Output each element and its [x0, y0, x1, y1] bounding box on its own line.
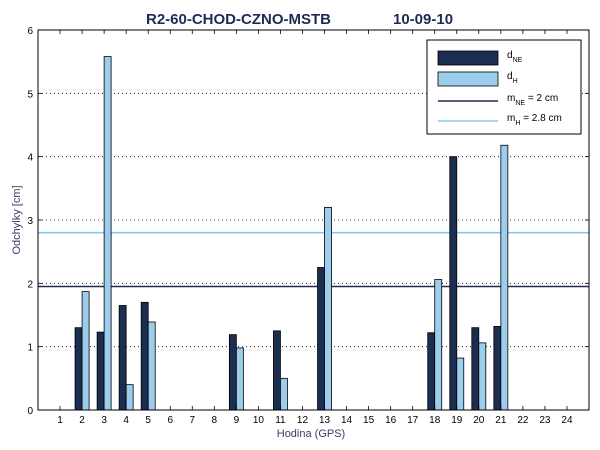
x-tick-label-22: 22: [517, 415, 529, 426]
bar-h-3: [103, 56, 112, 411]
x-tick-label-21: 21: [495, 415, 507, 426]
bar-h-20: [478, 342, 487, 411]
legend-label-mh: mH = 2.8 cm: [507, 113, 562, 127]
x-tick-label-9: 9: [234, 415, 240, 426]
bar-h-19: [456, 357, 465, 411]
y-axis-label: Odchylky [cm]: [11, 185, 23, 254]
y-tick-label-3: 3: [27, 216, 33, 227]
chart-title-date: 10-09-10: [393, 11, 453, 28]
x-tick-label-3: 3: [101, 415, 107, 426]
bars: [74, 56, 509, 411]
y-tick-label-5: 5: [27, 89, 33, 100]
legend-swatch-h: [437, 71, 499, 87]
bar-ne-5: [140, 301, 149, 411]
x-tick-label-15: 15: [363, 415, 375, 426]
bar-h-21: [500, 144, 509, 411]
legend-label-mne: mNE = 2 cm: [507, 93, 558, 107]
x-tick-label-8: 8: [212, 415, 218, 426]
y-tick-label-4: 4: [27, 153, 33, 164]
x-tick-label-11: 11: [275, 415, 286, 426]
legend-swatch-ne: [437, 50, 499, 66]
bar-h-2: [81, 291, 90, 411]
legend: dNE dH mNE = 2 cm mH = 2.8 cm: [426, 39, 582, 135]
x-tick-label-20: 20: [473, 415, 485, 426]
bar-h-11: [280, 377, 288, 411]
bar-ne-21: [493, 325, 502, 411]
y-tick-label-1: 1: [27, 343, 33, 354]
x-tick-label-24: 24: [561, 415, 573, 426]
bar-h-9: [235, 347, 244, 411]
x-tick-label-18: 18: [429, 415, 441, 426]
bar-h-13: [324, 206, 332, 411]
x-tick-label-19: 19: [451, 415, 463, 426]
bar-ne-13: [317, 267, 325, 411]
x-tick-label-2: 2: [79, 415, 85, 426]
chart-title: R2-60-CHOD-CZNO-MSTB 10-09-10: [146, 11, 453, 28]
bar-h-5: [147, 321, 156, 411]
x-tick-label-13: 13: [319, 415, 331, 426]
bar-h-4: [125, 384, 134, 411]
bar-ne-11: [273, 330, 281, 411]
y-tick-label-6: 6: [27, 26, 33, 37]
bar-ne-20: [471, 327, 480, 411]
x-tick-label-1: 1: [57, 415, 63, 426]
x-tick-label-12: 12: [297, 415, 309, 426]
reference-lines: [38, 231, 589, 288]
x-tick-label-10: 10: [253, 415, 265, 426]
x-tick-label-7: 7: [189, 415, 195, 426]
axis-ticks: 1 2 3 4 5 6 7 8 9 10 11 12 13 14 15 16 17 18 19 20 21 22 23 240…: [27, 26, 589, 426]
x-tick-label-4: 4: [123, 415, 129, 426]
bar-ne-19: [449, 156, 458, 411]
x-tick-label-14: 14: [341, 415, 353, 426]
y-tick-label-2: 2: [27, 279, 33, 290]
bar-ne-4: [118, 305, 127, 411]
x-tick-label-23: 23: [539, 415, 551, 426]
x-tick-label-5: 5: [145, 415, 151, 426]
x-tick-label-6: 6: [167, 415, 173, 426]
legend-label-h: dH: [507, 71, 518, 85]
bar-h-18: [434, 279, 443, 411]
legend-label-ne: dNE: [507, 50, 523, 64]
bar-ne-18: [427, 332, 436, 411]
bar-ne-2: [74, 327, 83, 411]
y-tick-label-0: 0: [27, 406, 33, 417]
x-axis-label: Hodina (GPS): [277, 428, 345, 440]
x-tick-label-17: 17: [407, 415, 419, 426]
bar-ne-3: [96, 331, 105, 411]
chart-title-text: R2-60-CHOD-CZNO-MSTB: [146, 11, 331, 28]
x-tick-label-16: 16: [385, 415, 397, 426]
bar-ne-9: [228, 334, 237, 411]
